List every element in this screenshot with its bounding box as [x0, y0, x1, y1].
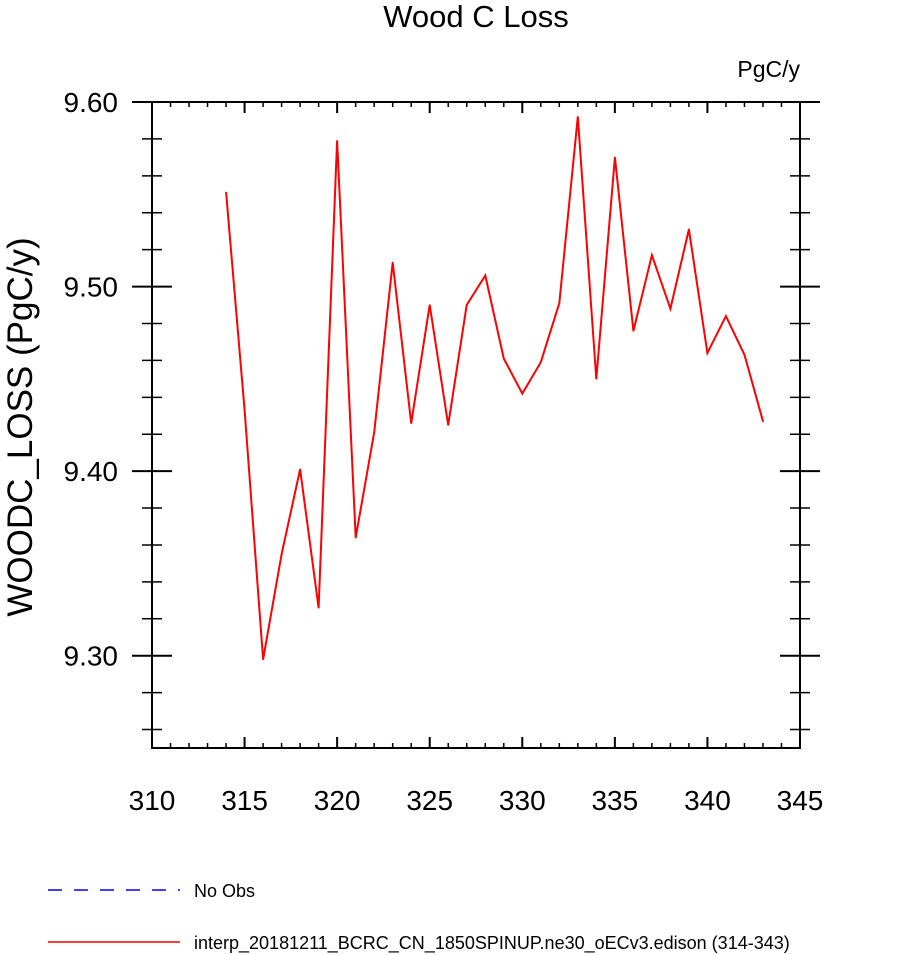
data-point	[558, 302, 561, 304]
x-tick-label: 340	[684, 785, 731, 816]
legend: No Obs interp_20181211_BCRC_CN_1850SPINUP…	[48, 881, 790, 954]
y-tick-label: 9.30	[64, 641, 119, 672]
data-point	[762, 420, 764, 423]
y-axis-label: WOODC_LOSS (PgC/y)	[1, 237, 40, 616]
data-point	[577, 115, 579, 118]
data-point	[614, 156, 616, 159]
data-point	[688, 228, 690, 231]
legend-label: No Obs	[194, 881, 255, 901]
data-point	[521, 392, 524, 395]
data-point	[465, 304, 468, 306]
x-tick-label: 335	[591, 785, 638, 816]
data-point	[540, 361, 542, 364]
data-point	[225, 191, 227, 194]
x-tick-label: 345	[777, 785, 824, 816]
data-point	[706, 352, 709, 354]
chart-title: Wood C Loss	[383, 0, 569, 34]
x-tick-label: 325	[406, 785, 453, 816]
data-point	[669, 307, 672, 310]
y-tick-labels: 9.30 9.40 9.50 9.60	[64, 87, 119, 672]
data-point	[391, 261, 394, 264]
data-point	[428, 304, 431, 306]
legend-label: interp_20181211_BCRC_CN_1850SPINUP.ne30_…	[194, 933, 790, 954]
x-tick-label: 330	[499, 785, 546, 816]
data-point	[336, 139, 338, 142]
data-point	[410, 422, 413, 424]
data-point	[502, 357, 505, 360]
data-point	[354, 536, 357, 539]
data-point	[317, 606, 320, 609]
data-point	[725, 315, 727, 317]
data-point	[280, 553, 283, 555]
units-label: PgC/y	[737, 56, 800, 82]
plot-frame	[151, 101, 801, 749]
y-tick-label: 9.50	[64, 272, 119, 303]
data-point	[447, 424, 450, 426]
y-tick-label: 9.40	[64, 456, 119, 487]
data-point	[299, 468, 301, 471]
data-point	[243, 409, 246, 412]
x-tick-label: 320	[314, 785, 361, 816]
data-point	[373, 431, 375, 434]
data-point	[651, 254, 653, 256]
axis-ticks	[132, 101, 820, 748]
y-tick-label: 9.60	[64, 87, 119, 118]
data-point	[484, 274, 487, 277]
x-tick-label: 315	[221, 785, 268, 816]
x-tick-labels: 310 315 320 325 330 335 340 345	[129, 785, 824, 816]
data-point	[632, 330, 635, 332]
data-point	[743, 354, 746, 356]
x-tick-label: 310	[129, 785, 176, 816]
series-layer	[225, 115, 764, 661]
data-point	[595, 378, 598, 380]
series-line	[225, 116, 764, 660]
data-point	[262, 658, 264, 661]
